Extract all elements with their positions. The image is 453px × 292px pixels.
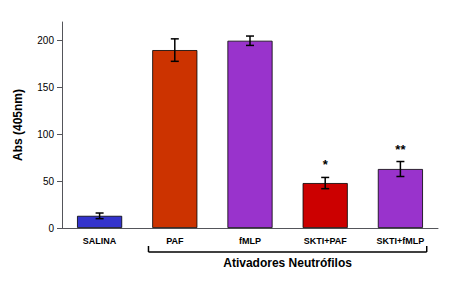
svg-text:SALINA: SALINA	[83, 236, 117, 246]
svg-text:0: 0	[48, 223, 54, 234]
svg-text:Ativadores Neutrófilos: Ativadores Neutrófilos	[223, 256, 352, 270]
svg-text:Abs (405nm): Abs (405nm)	[11, 89, 25, 161]
svg-text:SKTI+fMLP: SKTI+fMLP	[377, 236, 425, 246]
svg-text:100: 100	[37, 129, 54, 140]
svg-text:fMLP: fMLP	[239, 236, 261, 246]
svg-text:PAF: PAF	[166, 236, 184, 246]
svg-text:SKTI+PAF: SKTI+PAF	[304, 236, 348, 246]
svg-text:*: *	[323, 157, 329, 172]
svg-text:**: **	[395, 142, 406, 157]
svg-text:50: 50	[43, 176, 55, 187]
svg-text:150: 150	[37, 82, 54, 93]
svg-text:200: 200	[37, 35, 54, 46]
